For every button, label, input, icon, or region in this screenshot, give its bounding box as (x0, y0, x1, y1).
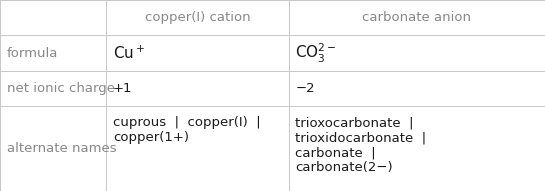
Text: $\mathregular{CO_3^{2-}}$: $\mathregular{CO_3^{2-}}$ (295, 41, 337, 65)
Text: −2: −2 (295, 82, 315, 95)
Text: carbonate anion: carbonate anion (362, 11, 471, 24)
Text: cuprous  |  copper(I)  |
copper(1+): cuprous | copper(I) | copper(1+) (113, 116, 261, 144)
Text: trioxocarbonate  |
trioxidocarbonate  |
carbonate  |
carbonate(2−): trioxocarbonate | trioxidocarbonate | ca… (295, 116, 427, 174)
Text: $\mathregular{Cu^+}$: $\mathregular{Cu^+}$ (113, 44, 145, 62)
Text: net ionic charge: net ionic charge (7, 82, 114, 95)
Text: copper(I) cation: copper(I) cation (145, 11, 250, 24)
Text: alternate names: alternate names (7, 142, 116, 155)
Text: formula: formula (7, 46, 58, 60)
Text: +1: +1 (113, 82, 132, 95)
